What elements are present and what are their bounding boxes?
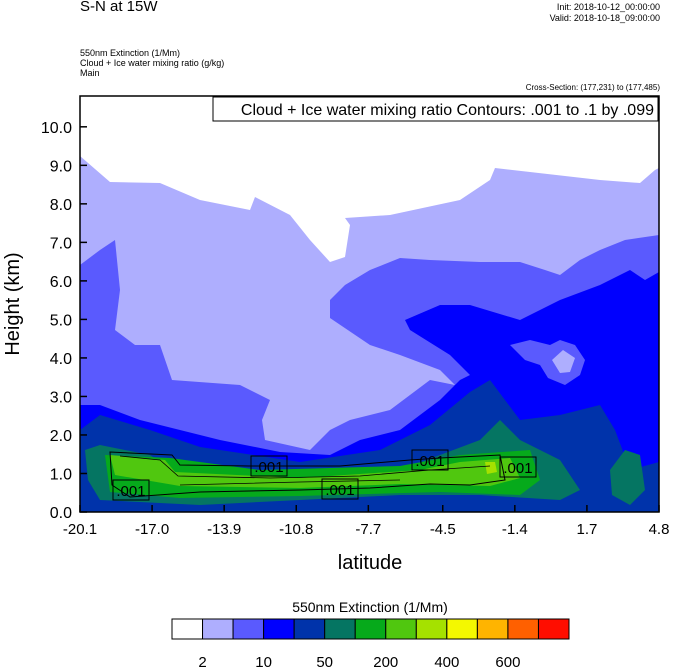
- contour-label: .001: [254, 459, 283, 476]
- colorbar-label: 400: [434, 654, 459, 668]
- colorbar: 2 10 50 200 400 600: [171, 618, 570, 668]
- colorbar-swatch: [232, 618, 265, 640]
- field-list: 550nm Extinction (1/Mm) Cloud + Ice wate…: [80, 48, 224, 78]
- colorbar-swatch: [263, 618, 295, 640]
- colorbar-label: 2: [198, 654, 206, 668]
- init-time: Init: 2018-10-12_00:00:00: [556, 2, 660, 12]
- axes: 0.0 1.0 2.0 3.0 4.0 5.0 6.0 7.0 8.0 9.0 10.0 -20.1 -…: [41, 120, 670, 538]
- colorbar-label: 600: [495, 654, 520, 668]
- x-tick-label: -4.5: [430, 521, 456, 538]
- contour-info-box: [212, 96, 659, 122]
- y-tick-label: 1.0: [50, 466, 72, 483]
- y-tick-label: 4.0: [50, 351, 72, 368]
- fill-island-level-2: [552, 350, 575, 373]
- colorbar-label: 200: [373, 654, 398, 668]
- y-tick-label: 3.0: [50, 389, 72, 406]
- x-tick-label: -7.7: [355, 521, 381, 538]
- y-tick-label: 8.0: [50, 197, 72, 214]
- field-main: Main: [80, 68, 100, 78]
- x-tick-label: -1.4: [502, 521, 528, 538]
- contour-label: .001: [415, 453, 444, 470]
- colorbar-label: 50: [316, 654, 333, 668]
- y-tick-label: 9.0: [50, 158, 72, 175]
- fill-level-8: [110, 455, 520, 488]
- colorbar-swatch: [507, 618, 539, 640]
- plot-title: S-N at 15W: [80, 0, 158, 15]
- colorbar-title: 550nm Extinction (1/Mm): [292, 599, 448, 615]
- contour-label: .001: [325, 482, 354, 499]
- y-tick-label: 2.0: [50, 428, 72, 445]
- x-axis-label: latitude: [338, 552, 403, 574]
- x-tick-label: 4.8: [649, 521, 670, 538]
- x-tick-label: -10.8: [279, 521, 313, 538]
- colorbar-swatch: [293, 618, 326, 640]
- fill-island-level-3: [510, 340, 585, 385]
- fill-level-9: [485, 462, 497, 474]
- colorbar-swatch: [354, 618, 387, 640]
- contour-label-box: [411, 449, 449, 471]
- colorbar-swatch: [202, 618, 234, 640]
- colorbar-swatch: [171, 618, 204, 640]
- y-axis-label: Height (km): [2, 252, 24, 355]
- contour-info-text: Cloud + Ice water mixing ratio Contours:…: [241, 102, 654, 119]
- field-mixing-ratio: Cloud + Ice water mixing ratio (g/kg): [80, 58, 225, 68]
- time-info: Init: 2018-10-12_00:00:00 Valid: 2018-10…: [550, 2, 660, 24]
- colorbar-swatch: [324, 618, 356, 640]
- contour-label-box: [250, 455, 288, 477]
- colorbar-swatch: [537, 618, 570, 640]
- contour-labels: .001 .001 .001 .001 .001: [112, 449, 537, 501]
- contour-line-001: [109, 451, 506, 498]
- contour-label: .001: [116, 483, 145, 500]
- y-tick-label: 0.0: [50, 505, 72, 522]
- contour-label-box: [499, 456, 537, 478]
- fill-level-6-right: [610, 450, 645, 505]
- filled-contours: [80, 96, 659, 512]
- y-tick-label: 10.0: [41, 120, 72, 137]
- x-tick-label: 1.7: [576, 521, 597, 538]
- x-tick-label: -17.0: [135, 521, 169, 538]
- colorbar-swatch: [415, 618, 448, 640]
- contour-label: .001: [503, 460, 532, 477]
- colorbar-swatch: [446, 618, 478, 640]
- y-tick-label: 5.0: [50, 312, 72, 329]
- x-tick-label: -13.9: [207, 521, 241, 538]
- colorbar-swatch: [476, 618, 509, 640]
- valid-time: Valid: 2018-10-18_09:00:00: [549, 13, 660, 23]
- field-extinction: 550nm Extinction (1/Mm): [80, 48, 181, 58]
- contour-label-box: [112, 479, 150, 501]
- x-tick-label: -20.1: [63, 521, 97, 538]
- colorbar-swatch: [385, 618, 417, 640]
- y-tick-label: 6.0: [50, 274, 72, 291]
- y-tick-label: 7.0: [50, 235, 72, 252]
- colorbar-label: 10: [255, 654, 272, 668]
- plot-frame: [79, 95, 660, 513]
- cross-section-info: Cross-Section: (177,231) to (177,485): [525, 83, 660, 92]
- contour-label-box: [321, 478, 359, 500]
